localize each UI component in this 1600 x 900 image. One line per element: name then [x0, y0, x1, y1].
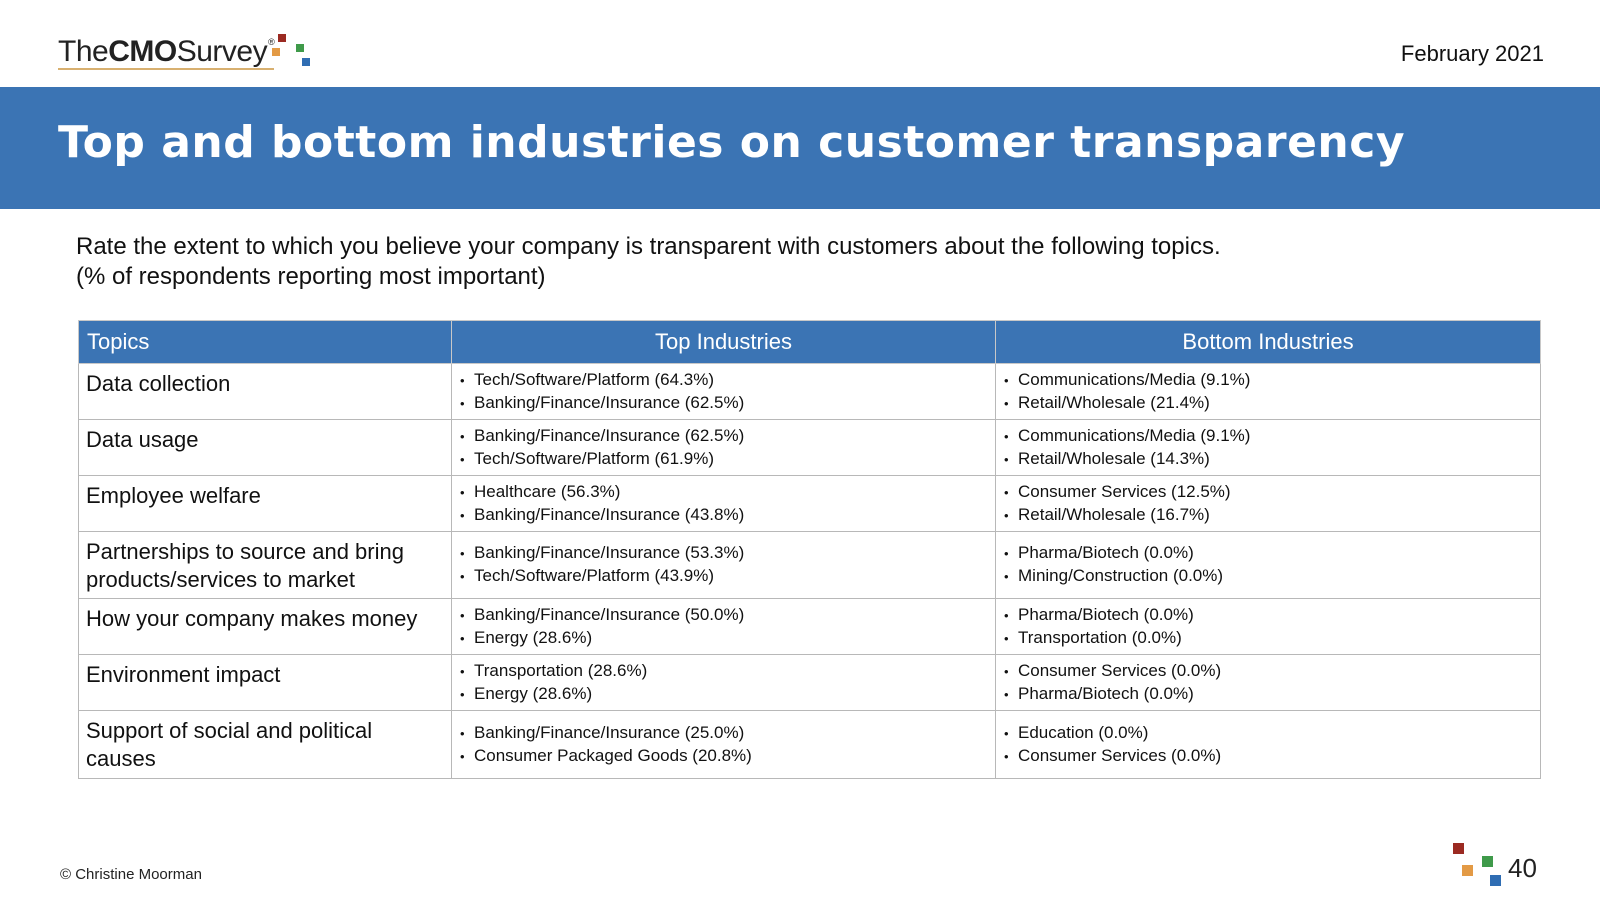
table-row: Support of social and political causes B… [78, 710, 1541, 779]
list-item: Banking/Finance/Insurance (43.8%) [460, 504, 987, 527]
title-band: Top and bottom industries on customer tr… [0, 87, 1600, 209]
logo-square-red [278, 34, 287, 42]
logo-registered-mark: ® [268, 37, 275, 47]
list-item: Retail/Wholesale (16.7%) [1004, 504, 1532, 527]
list-item: Consumer Services (0.0%) [1004, 660, 1532, 683]
list-item: Communications/Media (9.1%) [1004, 425, 1532, 448]
corner-square-green [1482, 856, 1493, 867]
copyright-notice: © Christine Moorman [60, 866, 202, 883]
bottom-industries-cell: Pharma/Biotech (0.0%) Mining/Constructio… [995, 531, 1541, 599]
list-item: Retail/Wholesale (21.4%) [1004, 392, 1532, 415]
corner-squares-icon [1453, 843, 1501, 891]
table-row: Data collection Tech/Software/Platform (… [78, 363, 1541, 420]
table-row: Partnerships to source and bring product… [78, 531, 1541, 599]
list-item: Consumer Services (12.5%) [1004, 481, 1532, 504]
logo-bold: CMO [108, 35, 177, 68]
topic-cell: Support of social and political causes [78, 710, 452, 779]
table-row: Data usage Banking/Finance/Insurance (62… [78, 419, 1541, 476]
corner-square-orange [1462, 865, 1473, 876]
bottom-industries-cell: Communications/Media (9.1%) Retail/Whole… [995, 419, 1541, 476]
list-item: Banking/Finance/Insurance (25.0%) [460, 722, 987, 745]
list-item: Banking/Finance/Insurance (50.0%) [460, 604, 987, 627]
list-item: Banking/Finance/Insurance (53.3%) [460, 542, 987, 565]
list-item: Transportation (0.0%) [1004, 627, 1532, 650]
list-item: Retail/Wholesale (14.3%) [1004, 448, 1532, 471]
list-item: Consumer Services (0.0%) [1004, 745, 1532, 768]
survey-question: Rate the extent to which you believe you… [76, 232, 1221, 292]
topic-cell: Environment impact [78, 654, 452, 711]
logo-squares-icon [272, 32, 318, 72]
top-industries-cell: Banking/Finance/Insurance (62.5%) Tech/S… [451, 419, 996, 476]
topic-cell: Partnerships to source and bring product… [78, 531, 452, 599]
bottom-industries-cell: Pharma/Biotech (0.0%) Transportation (0.… [995, 598, 1541, 655]
top-industries-cell: Tech/Software/Platform (64.3%) Banking/F… [451, 363, 996, 420]
logo-square-blue [302, 58, 311, 66]
bottom-industries-cell: Education (0.0%) Consumer Services (0.0%… [995, 710, 1541, 779]
header-topics: Topics [78, 320, 452, 364]
top-industries-cell: Banking/Finance/Insurance (50.0%) Energy… [451, 598, 996, 655]
question-line-1: Rate the extent to which you believe you… [76, 233, 1221, 260]
top-industries-cell: Transportation (28.6%) Energy (28.6%) [451, 654, 996, 711]
list-item: Healthcare (56.3%) [460, 481, 987, 504]
bottom-industries-cell: Communications/Media (9.1%) Retail/Whole… [995, 363, 1541, 420]
list-item: Transportation (28.6%) [460, 660, 987, 683]
topic-cell: How your company makes money [78, 598, 452, 655]
list-item: Energy (28.6%) [460, 683, 987, 706]
corner-square-red [1453, 843, 1464, 854]
list-item: Communications/Media (9.1%) [1004, 369, 1532, 392]
header-top-industries: Top Industries [451, 320, 996, 364]
report-date: February 2021 [1400, 41, 1544, 66]
topic-cell: Data usage [78, 419, 452, 476]
list-item: Consumer Packaged Goods (20.8%) [460, 745, 987, 768]
header-bottom-industries: Bottom Industries [995, 320, 1541, 364]
list-item: Education (0.0%) [1004, 722, 1532, 745]
topic-cell: Employee welfare [78, 475, 452, 532]
top-industries-cell: Banking/Finance/Insurance (53.3%) Tech/S… [451, 531, 996, 599]
logo-square-orange [272, 48, 281, 56]
industries-table: Topics Top Industries Bottom Industries … [78, 320, 1541, 779]
logo-suffix: Survey [176, 35, 268, 68]
list-item: Tech/Software/Platform (43.9%) [460, 565, 987, 588]
top-industries-cell: Healthcare (56.3%) Banking/Finance/Insur… [451, 475, 996, 532]
bottom-industries-cell: Consumer Services (0.0%) Pharma/Biotech … [995, 654, 1541, 711]
list-item: Banking/Finance/Insurance (62.5%) [460, 425, 987, 448]
table-header-row: Topics Top Industries Bottom Industries [78, 320, 1541, 364]
logo-prefix: The [58, 35, 109, 68]
list-item: Pharma/Biotech (0.0%) [1004, 542, 1532, 565]
list-item: Banking/Finance/Insurance (62.5%) [460, 392, 987, 415]
list-item: Pharma/Biotech (0.0%) [1004, 683, 1532, 706]
page-title: Top and bottom industries on customer tr… [58, 117, 1405, 168]
cmo-survey-logo: TheCMOSurvey® [58, 32, 318, 76]
table-row: Employee welfare Healthcare (56.3%) Bank… [78, 475, 1541, 532]
page-number: 40 [1508, 853, 1537, 883]
corner-square-blue [1490, 875, 1501, 886]
list-item: Tech/Software/Platform (64.3%) [460, 369, 987, 392]
question-line-2: (% of respondents reporting most importa… [76, 263, 546, 290]
list-item: Mining/Construction (0.0%) [1004, 565, 1532, 588]
list-item: Energy (28.6%) [460, 627, 987, 650]
table-row: How your company makes money Banking/Fin… [78, 598, 1541, 655]
list-item: Pharma/Biotech (0.0%) [1004, 604, 1532, 627]
top-industries-cell: Banking/Finance/Insurance (25.0%) Consum… [451, 710, 996, 779]
list-item: Tech/Software/Platform (61.9%) [460, 448, 987, 471]
bottom-industries-cell: Consumer Services (12.5%) Retail/Wholesa… [995, 475, 1541, 532]
table-row: Environment impact Transportation (28.6%… [78, 654, 1541, 711]
logo-wordmark: TheCMOSurvey® [58, 32, 275, 70]
logo-square-green [296, 44, 305, 52]
topic-cell: Data collection [78, 363, 452, 420]
